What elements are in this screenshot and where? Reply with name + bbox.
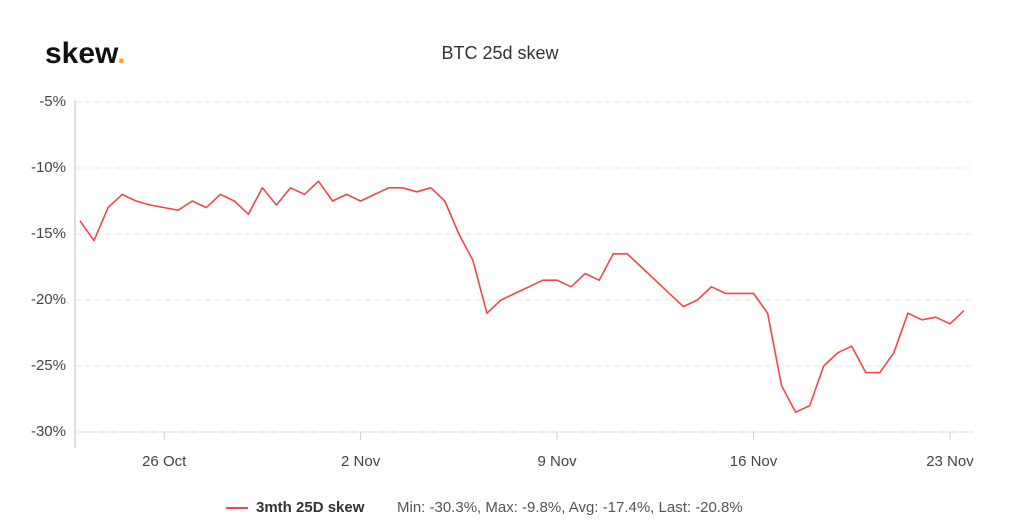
- x-tick-label: 2 Nov: [341, 453, 381, 470]
- series-line: [79, 180, 965, 413]
- y-tick-label: -20%: [31, 291, 66, 308]
- y-tick-label: -25%: [31, 357, 66, 374]
- brand-text: skew: [45, 37, 119, 70]
- y-tick-label: -30%: [31, 423, 66, 440]
- y-tick-label: -15%: [31, 225, 66, 242]
- y-tick-label: -5%: [39, 93, 66, 110]
- brand-dot: .: [117, 37, 125, 70]
- legend-label: 3mth 25D skew: [256, 499, 365, 516]
- brand: skew.: [45, 37, 126, 70]
- legend-stats: Min: -30.3%, Max: -9.8%, Avg: -17.4%, La…: [397, 499, 743, 516]
- x-tick-label: 16 Nov: [730, 453, 778, 470]
- x-tick-label: 26 Oct: [142, 453, 187, 470]
- x-tick-label: 23 Nov: [926, 453, 974, 470]
- y-tick-label: -10%: [31, 159, 66, 176]
- x-tick-label: 9 Nov: [537, 453, 577, 470]
- chart-title: BTC 25d skew: [441, 43, 559, 63]
